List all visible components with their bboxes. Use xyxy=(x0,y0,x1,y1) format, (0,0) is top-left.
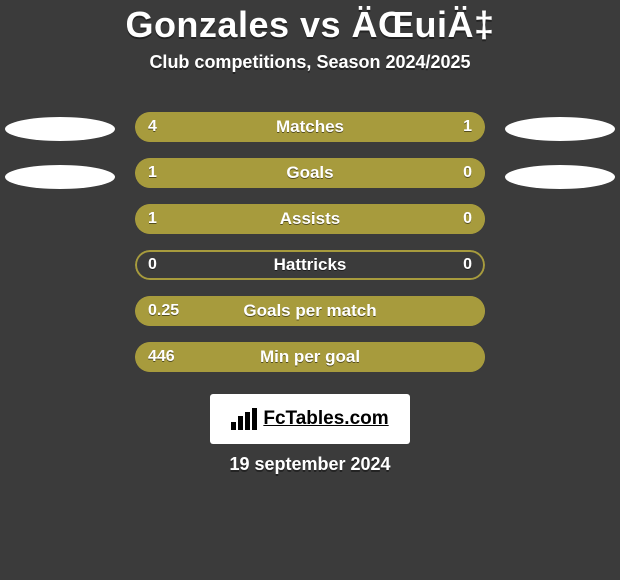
fctables-logo[interactable]: FcTables.com xyxy=(210,394,410,444)
stat-label: Matches xyxy=(135,112,485,142)
page-subtitle: Club competitions, Season 2024/2025 xyxy=(0,52,620,73)
stat-label: Goals per match xyxy=(135,296,485,326)
stat-label: Hattricks xyxy=(135,250,485,280)
stats-stage: 41Matches 10Goals 10Assists 00Hattricks 0.25… xyxy=(0,112,620,388)
page-title: Gonzales vs ÄŒuiÄ‡ xyxy=(0,0,620,46)
stat-label: Goals xyxy=(135,158,485,188)
team-badge-right xyxy=(505,117,615,141)
team-badge-left xyxy=(5,165,115,189)
stat-row: 10Goals xyxy=(0,158,620,188)
stat-row: 00Hattricks xyxy=(0,250,620,280)
bars-icon xyxy=(231,408,257,430)
stat-row: 446Min per goal xyxy=(0,342,620,372)
team-badge-right xyxy=(505,165,615,189)
stat-row: 0.25Goals per match xyxy=(0,296,620,326)
stat-label: Min per goal xyxy=(135,342,485,372)
team-badge-left xyxy=(5,117,115,141)
comparison-card: Gonzales vs ÄŒuiÄ‡ Club competitions, Se… xyxy=(0,0,620,580)
logo-text: FcTables.com xyxy=(263,408,388,430)
stat-row: 10Assists xyxy=(0,204,620,234)
stat-row: 41Matches xyxy=(0,112,620,142)
stat-label: Assists xyxy=(135,204,485,234)
footer-date: 19 september 2024 xyxy=(0,454,620,475)
